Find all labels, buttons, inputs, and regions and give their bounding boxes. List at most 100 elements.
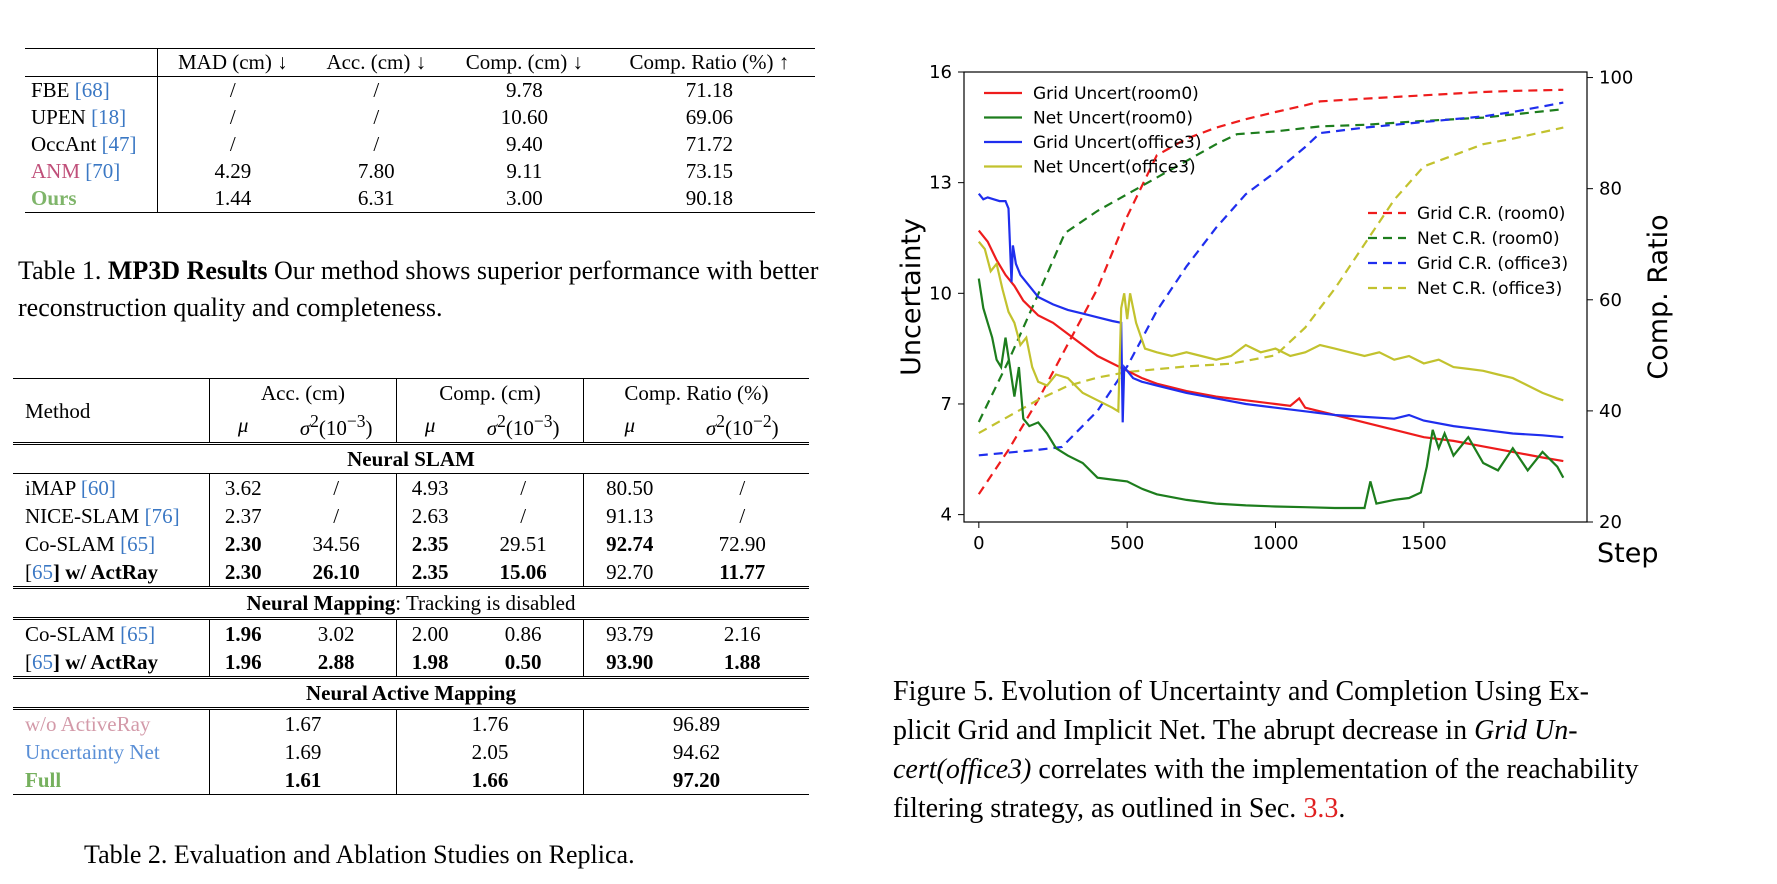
- method-name: NICE-SLAM: [25, 504, 145, 528]
- y-axis-label: Uncertainty: [896, 218, 927, 376]
- mu-symbol: μ: [424, 412, 436, 437]
- uncertainty-series-line: [977, 229, 1564, 463]
- citation-link[interactable]: 65: [32, 560, 53, 584]
- table-row: Uncertainty Net 1.69 2.05 94.62: [13, 738, 809, 766]
- legend-label: Grid Uncert(room0): [1033, 84, 1199, 104]
- table-cell: /: [373, 105, 380, 129]
- citation-link[interactable]: [18]: [91, 105, 127, 129]
- sigma-header: σ2(10−3): [463, 407, 584, 444]
- caption-label: Table 1.: [18, 256, 108, 285]
- citation-link[interactable]: [65]: [120, 622, 156, 646]
- section-header-row: Neural Mapping: Tracking is disabled: [13, 588, 809, 619]
- superscript: −3: [533, 411, 553, 431]
- x-tick-label: 500: [1110, 533, 1144, 554]
- section-ref-link[interactable]: 3.3: [1303, 793, 1339, 824]
- citation-link[interactable]: [68]: [74, 78, 110, 102]
- table-cell: 2.30: [224, 560, 262, 584]
- citation-link[interactable]: [70]: [85, 159, 121, 183]
- citation-link[interactable]: 65: [32, 650, 53, 674]
- table-cell: 69.06: [685, 105, 734, 129]
- table-cell: 1.98: [411, 650, 449, 674]
- table-cell: /: [276, 473, 397, 502]
- table-cell: 2.05: [396, 738, 584, 766]
- superscript: −2: [753, 411, 772, 431]
- table-row: NICE-SLAM [76] 2.37 / 2.63 / 91.13 /: [13, 502, 809, 530]
- section-header-row: Neural SLAM: [13, 444, 809, 474]
- exp-open: (10: [505, 416, 534, 440]
- table-cell: 92.74: [606, 532, 654, 556]
- method-cell: [65] w/ ActRay: [13, 558, 210, 588]
- caption-line: .: [1338, 793, 1346, 824]
- table-cell: 26.10: [276, 558, 397, 588]
- table-cell: 1.61: [209, 766, 397, 795]
- table-cell: 29.51: [463, 530, 584, 558]
- method-name: Ours: [31, 186, 77, 210]
- method-name: iMAP: [25, 476, 81, 500]
- citation-link[interactable]: [76]: [144, 504, 180, 528]
- table-cell: 1.96: [224, 650, 262, 674]
- uncertainty-series-line: [977, 278, 1565, 510]
- table-row: [65] w/ ActRay 1.96 2.88 1.98 0.50 93.90…: [13, 648, 809, 678]
- legend-label: Net C.R. (office3): [1417, 279, 1562, 299]
- mu-header: μ: [396, 407, 463, 444]
- table-cell: 1.76: [396, 708, 584, 738]
- citation-link[interactable]: [65]: [120, 532, 156, 556]
- table-cell: 71.72: [685, 132, 734, 156]
- table-row: Co-SLAM [65] 1.96 3.02 2.00 0.86 93.79 2…: [13, 618, 809, 648]
- table-cell: /: [229, 132, 236, 156]
- table-cell: 93.79: [606, 622, 654, 646]
- table-cell: 15.06: [463, 558, 584, 588]
- table1-header-cell: Comp. (cm) ↓: [465, 50, 583, 74]
- table-cell: 9.40: [505, 132, 543, 156]
- x-tick-label: 0: [973, 533, 984, 554]
- table-cell: 11.77: [719, 560, 766, 584]
- table-cell: 2.88: [276, 648, 397, 678]
- mu-symbol: μ: [624, 412, 636, 437]
- figure5-caption: Figure 5. Evolution of Uncertainty and C…: [893, 672, 1763, 828]
- table-row: FBE [68] / / 9.78 71.18: [25, 76, 815, 104]
- table-cell: 96.89: [672, 712, 721, 736]
- acc-header: Acc. (cm): [209, 378, 397, 407]
- table-cell: 2.63: [411, 504, 449, 528]
- method-cell: ANM [70]: [25, 158, 158, 185]
- x-axis-label: Step: [1597, 538, 1658, 569]
- method-cell: UPEN [18]: [25, 104, 158, 131]
- exp-open: (10: [725, 416, 754, 440]
- citation-link[interactable]: [47]: [101, 132, 137, 156]
- table-cell: 2.35: [411, 532, 449, 556]
- table-row: iMAP [60] 3.62 / 4.93 / 80.50 /: [13, 473, 809, 502]
- method-name: ANM: [31, 159, 86, 183]
- table-cell: 71.18: [685, 78, 734, 102]
- caption-line: correlates with the implementation of th…: [1031, 754, 1639, 785]
- table-row: [65] w/ ActRay 2.30 26.10 2.35 15.06 92.…: [13, 558, 809, 588]
- table-cell: 2.16: [723, 622, 761, 646]
- table-cell: 2.37: [224, 504, 262, 528]
- uncertainty-series-line: [977, 193, 1564, 439]
- legend-label: Grid C.R. (room0): [1417, 204, 1565, 224]
- table-cell: 94.62: [672, 740, 721, 764]
- mu-header: μ: [210, 407, 277, 444]
- y-tick-label: 4: [941, 505, 952, 526]
- mu-header: μ: [583, 407, 675, 444]
- table-cell: 3.62: [224, 476, 262, 500]
- table2-subheader-row: μ σ2(10−3) μ σ2(10−3) μ σ2(10−2): [13, 407, 809, 444]
- citation-link[interactable]: [60]: [80, 476, 116, 500]
- method-cell: w/o ActiveRay: [13, 708, 210, 738]
- table-cell: 7.80: [357, 159, 395, 183]
- table-cell: /: [463, 473, 584, 502]
- y-tick-label: 7: [941, 394, 952, 415]
- table-cell: /: [373, 78, 380, 102]
- caption-italic: cert(office3): [893, 754, 1032, 785]
- y2-tick-label: 60: [1599, 290, 1622, 311]
- table1-header-cell: [25, 48, 158, 77]
- x-tick-label: 1500: [1401, 533, 1447, 554]
- table-cell: 4.29: [214, 159, 252, 183]
- legend-label: Net C.R. (room0): [1417, 229, 1560, 249]
- table1-header-cell: Comp. Ratio (%) ↑: [629, 50, 790, 74]
- section-title-bold: Neural Mapping: [246, 591, 396, 615]
- table-cell: 6.31: [357, 186, 395, 210]
- table-cell: 72.90: [718, 532, 766, 556]
- sigma-header: σ2(10−2): [676, 407, 809, 444]
- table-cell: 0.50: [463, 648, 584, 678]
- exp-close: ): [771, 416, 779, 440]
